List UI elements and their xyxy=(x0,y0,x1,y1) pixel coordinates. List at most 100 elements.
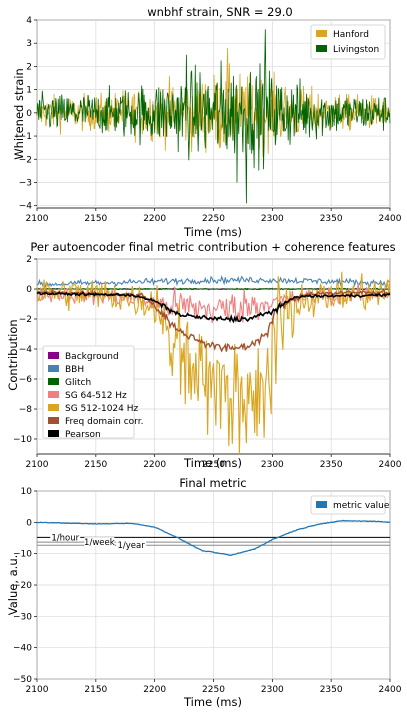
y-tick-label: −10 xyxy=(13,435,32,445)
y-tick-label: 0 xyxy=(26,285,32,295)
y-tick-label: −30 xyxy=(13,612,32,622)
strain-ylabel: Whitened strain xyxy=(12,68,26,160)
contribution-series xyxy=(36,271,391,455)
final-metric-thresholds: 1/hour 1/week 1/year xyxy=(37,532,390,551)
y-tick-label: 10 xyxy=(21,487,33,497)
x-tick-label: 2300 xyxy=(261,685,284,695)
final-metric-panel: Final metric 1/hour 1/week 1/year 2100 2150… xyxy=(6,476,402,709)
x-tick-label: 2300 xyxy=(261,460,284,470)
final-metric-series xyxy=(37,519,391,556)
contribution-title: Per autoencoder final metric contributio… xyxy=(30,240,395,254)
y-tick-label: −3 xyxy=(19,178,32,188)
x-tick-label: 2250 xyxy=(202,460,225,470)
y-tick-label: −50 xyxy=(13,675,32,685)
series-line-livingston xyxy=(36,29,391,204)
y-tick-label: −2 xyxy=(19,315,32,325)
y-tick-label: −1 xyxy=(19,132,32,142)
x-tick-label: 2100 xyxy=(26,214,49,224)
x-tick-label: 2100 xyxy=(26,685,49,695)
y-tick-label: −2 xyxy=(19,155,32,165)
strain-xlabel: Time (ms) xyxy=(183,225,242,239)
legend-swatch-bbh xyxy=(48,365,59,372)
x-tick-label: 2400 xyxy=(379,214,402,224)
legend-label-hanford: Hanford xyxy=(333,30,369,40)
final-metric-title: Final metric xyxy=(179,476,246,490)
legend-label-livingston: Livingston xyxy=(333,45,379,55)
threshold-label-bg xyxy=(116,540,147,550)
y-tick-label: −20 xyxy=(13,581,32,591)
x-tick-label: 2250 xyxy=(202,214,225,224)
x-tick-label: 2150 xyxy=(84,214,107,224)
legend-swatch-metric-value xyxy=(316,501,327,508)
final-metric-legend: metric value xyxy=(310,495,390,515)
contribution-xlabel: Time (ms) xyxy=(183,456,242,470)
series-line-pearson xyxy=(36,291,391,324)
x-tick-label: 2250 xyxy=(202,685,225,695)
legend-label-bbh: BBH xyxy=(65,365,84,375)
threshold-label-bg xyxy=(84,537,115,547)
contribution-ylabel: Contribution xyxy=(6,319,20,390)
x-tick-label: 2350 xyxy=(320,460,343,470)
legend-swatch-pearson xyxy=(48,430,59,437)
strain-legend-box xyxy=(310,24,386,60)
y-tick-label: −4 xyxy=(19,345,33,355)
x-tick-label: 2100 xyxy=(26,460,49,470)
y-tick-label: 2 xyxy=(26,62,32,72)
strain-x-ticks: 2100 2150 2200 2250 2300 2350 2400 xyxy=(26,208,402,224)
legend-swatch-hanford xyxy=(316,30,327,37)
final-metric-legend-box xyxy=(310,495,386,515)
legend-swatch-sg-512-1024 xyxy=(48,404,59,411)
legend-label-pearson: Pearson xyxy=(65,430,101,440)
y-tick-label: −8 xyxy=(19,405,33,415)
y-tick-label: 0 xyxy=(26,518,32,528)
series-line-bbh xyxy=(36,274,391,289)
contribution-y-ticks: 2 0 −2 −4 −6 −8 −10 xyxy=(13,255,37,445)
contribution-x-ticks: 2100 2150 2200 2250 2300 2350 2400 xyxy=(26,454,402,470)
legend-label-sg-512-1024: SG 512-1024 Hz xyxy=(65,404,139,414)
contribution-legend: Background BBH Glitch SG 64-512 Hz SG 51… xyxy=(42,345,143,440)
strain-title: wnbhf strain, SNR = 29.0 xyxy=(147,5,293,19)
x-tick-label: 2200 xyxy=(143,685,166,695)
legend-label-freq-domain-corr: Freq domain corr. xyxy=(65,417,143,427)
y-tick-label: −6 xyxy=(19,375,33,385)
contribution-panel: Per autoencoder final metric contributio… xyxy=(6,240,402,470)
x-tick-label: 2400 xyxy=(379,685,402,695)
x-tick-label: 2350 xyxy=(320,214,343,224)
y-tick-label: 4 xyxy=(26,16,32,26)
legend-swatch-glitch xyxy=(48,378,59,385)
y-tick-label: 1 xyxy=(26,86,32,96)
y-tick-label: −4 xyxy=(19,202,33,212)
series-line-metric-value xyxy=(37,519,391,556)
y-tick-label: 2 xyxy=(26,255,32,265)
y-tick-label: 0 xyxy=(26,109,32,119)
series-line-hanford xyxy=(36,47,391,157)
x-tick-label: 2200 xyxy=(143,214,166,224)
strain-series xyxy=(36,29,391,204)
final-metric-x-ticks: 2100 2150 2200 2250 2300 2350 2400 xyxy=(26,679,402,695)
legend-swatch-sg-64-512 xyxy=(48,391,59,398)
strain-legend: Hanford Livingston xyxy=(310,24,386,60)
legend-swatch-livingston xyxy=(316,45,327,52)
threshold-label: 1/hour xyxy=(51,533,79,543)
legend-label-sg-64-512: SG 64-512 Hz xyxy=(65,391,127,401)
x-tick-label: 2400 xyxy=(379,460,402,470)
x-tick-label: 2150 xyxy=(84,685,107,695)
final-metric-ylabel: Value, a.u. xyxy=(6,555,20,616)
y-tick-label: −10 xyxy=(13,550,32,560)
threshold-label: 1/week xyxy=(84,538,115,548)
legend-label-background: Background xyxy=(65,352,119,362)
legend-label-metric-value: metric value xyxy=(333,501,390,511)
x-tick-label: 2150 xyxy=(84,460,107,470)
x-tick-label: 2350 xyxy=(320,685,343,695)
x-tick-label: 2200 xyxy=(143,460,166,470)
contribution-legend-box xyxy=(42,345,135,439)
y-tick-label: −40 xyxy=(13,644,32,654)
legend-swatch-background xyxy=(48,352,59,359)
series-line-sg-512-1024-hz xyxy=(36,271,391,455)
legend-swatch-freq-domain-corr xyxy=(48,417,59,424)
strain-y-ticks: 4 3 2 1 0 −1 −2 −3 −4 xyxy=(19,16,37,212)
strain-panel: wnbhf strain, SNR = 29.0 2100 2150 2200 225… xyxy=(12,5,402,239)
legend-label-glitch: Glitch xyxy=(65,378,91,388)
final-metric-y-ticks: 10 0 −10 −20 −30 −40 −50 xyxy=(13,487,37,685)
